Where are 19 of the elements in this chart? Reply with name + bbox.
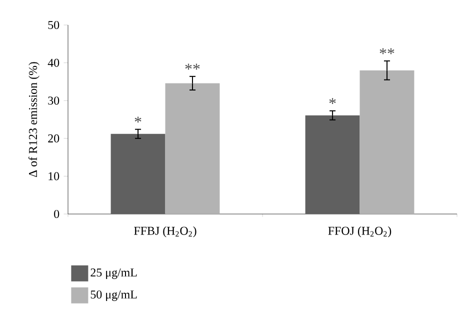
y-tick-label: 30 — [48, 96, 60, 105]
annotation: ** — [380, 48, 394, 54]
bar — [360, 70, 414, 214]
y-tick-label: 10 — [48, 172, 60, 180]
legend-label: 50 μg/mL — [90, 290, 137, 301]
y-tick-label: 0 — [54, 210, 60, 218]
annotation: * — [329, 98, 336, 104]
annotation: * — [134, 116, 142, 123]
y-tick-label: 50 — [48, 20, 60, 30]
bar — [165, 83, 220, 214]
legend-label: 25 μg/mL — [90, 268, 137, 279]
annotation: ** — [185, 64, 200, 70]
bar — [305, 115, 360, 214]
y-tick-label: 20 — [48, 134, 60, 142]
y-axis-title: Δ of R123 emission (%) — [28, 62, 40, 178]
x-tick-label: FFBJ (H$_{2}$O$_{2}$) — [134, 226, 196, 238]
y-tick-label: 40 — [48, 58, 60, 67]
x-tick-label: FFOJ (H$_{2}$O$_{2}$) — [328, 226, 392, 238]
bar — [110, 134, 166, 214]
